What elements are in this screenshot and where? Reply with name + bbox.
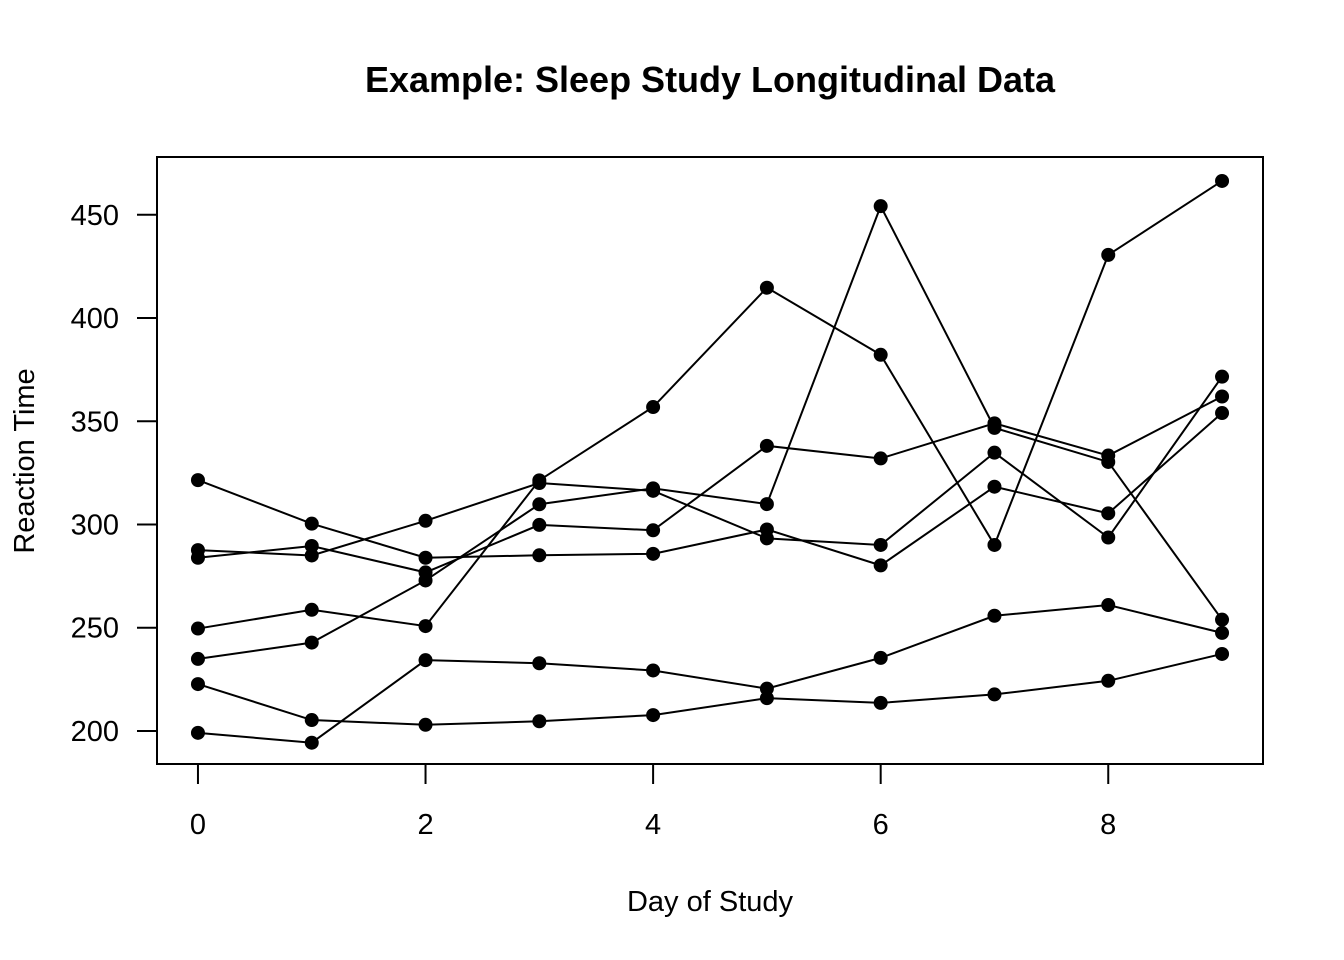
data-point <box>418 619 433 634</box>
x-axis: 0 2 4 6 8 <box>190 763 1116 841</box>
data-point <box>1101 448 1116 463</box>
series-line <box>197 412 1223 567</box>
x-tick-label: 6 <box>873 809 889 841</box>
data-point <box>646 400 661 415</box>
data-point <box>759 280 774 295</box>
data-point <box>646 663 661 678</box>
data-point <box>190 725 205 740</box>
y-tick-label: 200 <box>71 716 119 748</box>
series-6 <box>190 199 1230 666</box>
data-point <box>532 497 547 512</box>
data-point <box>873 650 888 665</box>
data-point <box>418 717 433 732</box>
data-point <box>304 635 319 650</box>
data-point <box>646 546 661 561</box>
data-point <box>1101 247 1116 262</box>
data-point <box>190 677 205 692</box>
data-point <box>532 548 547 563</box>
data-point <box>759 497 774 512</box>
x-tick-label: 0 <box>190 809 206 841</box>
data-point <box>418 653 433 668</box>
data-point <box>190 621 205 636</box>
series-2 <box>190 646 1230 732</box>
data-point <box>873 537 888 552</box>
x-tick-label: 4 <box>645 809 661 841</box>
data-point <box>532 476 547 491</box>
data-point <box>1101 506 1116 521</box>
data-point <box>1215 173 1230 188</box>
data-point <box>1215 406 1230 421</box>
y-axis: 200 250 300 350 400 450 <box>71 200 158 748</box>
series-line <box>197 203 1223 660</box>
data-point <box>873 347 888 362</box>
data-point <box>532 656 547 671</box>
data-point <box>1215 369 1230 384</box>
data-point <box>987 416 1002 431</box>
series-3 <box>190 598 1230 750</box>
y-tick-label: 250 <box>71 613 119 645</box>
data-point <box>873 451 888 466</box>
data-point <box>646 481 661 496</box>
data-point <box>1215 389 1230 404</box>
data-point <box>418 550 433 565</box>
y-tick-label: 450 <box>71 200 119 232</box>
data-point <box>304 538 319 553</box>
plot-frame <box>156 156 1264 765</box>
data-point <box>987 608 1002 623</box>
data-point <box>987 479 1002 494</box>
series-7 <box>190 389 1230 580</box>
data-point <box>987 687 1002 702</box>
data-point <box>418 565 433 580</box>
data-point <box>1215 625 1230 640</box>
data-point <box>873 558 888 573</box>
data-point <box>646 523 661 538</box>
data-point <box>190 651 205 666</box>
data-point <box>304 602 319 617</box>
y-tick-label: 350 <box>71 406 119 438</box>
data-point <box>873 199 888 214</box>
data-point <box>304 516 319 531</box>
data-point <box>873 695 888 710</box>
series-line <box>197 652 1223 726</box>
series-line <box>197 604 1223 744</box>
data-point <box>1101 598 1116 613</box>
y-axis-label: Reaction Time <box>9 368 41 553</box>
data-point <box>646 708 661 723</box>
data-point <box>304 713 319 728</box>
data-point <box>190 473 205 488</box>
x-tick-label: 8 <box>1100 809 1116 841</box>
data-point <box>1215 612 1230 627</box>
data-point <box>759 681 774 696</box>
data-point <box>532 517 547 532</box>
series-1 <box>190 173 1230 636</box>
y-tick-label: 400 <box>71 303 119 335</box>
series-line <box>197 376 1223 557</box>
data-point <box>1101 673 1116 688</box>
data-point <box>987 537 1002 552</box>
series-line <box>197 395 1223 574</box>
chart-title: Example: Sleep Study Longitudinal Data <box>365 59 1056 100</box>
data-point <box>759 531 774 546</box>
data-point <box>759 438 774 453</box>
data-point <box>1215 646 1230 661</box>
data-point <box>418 513 433 528</box>
series-layer <box>190 173 1230 750</box>
data-point <box>1101 530 1116 545</box>
data-point <box>304 735 319 750</box>
data-point <box>532 714 547 729</box>
series-line <box>197 180 1223 630</box>
data-point <box>987 445 1002 460</box>
x-axis-label: Day of Study <box>627 886 794 918</box>
data-point <box>190 550 205 565</box>
x-tick-label: 2 <box>417 809 433 841</box>
y-tick-label: 300 <box>71 510 119 542</box>
